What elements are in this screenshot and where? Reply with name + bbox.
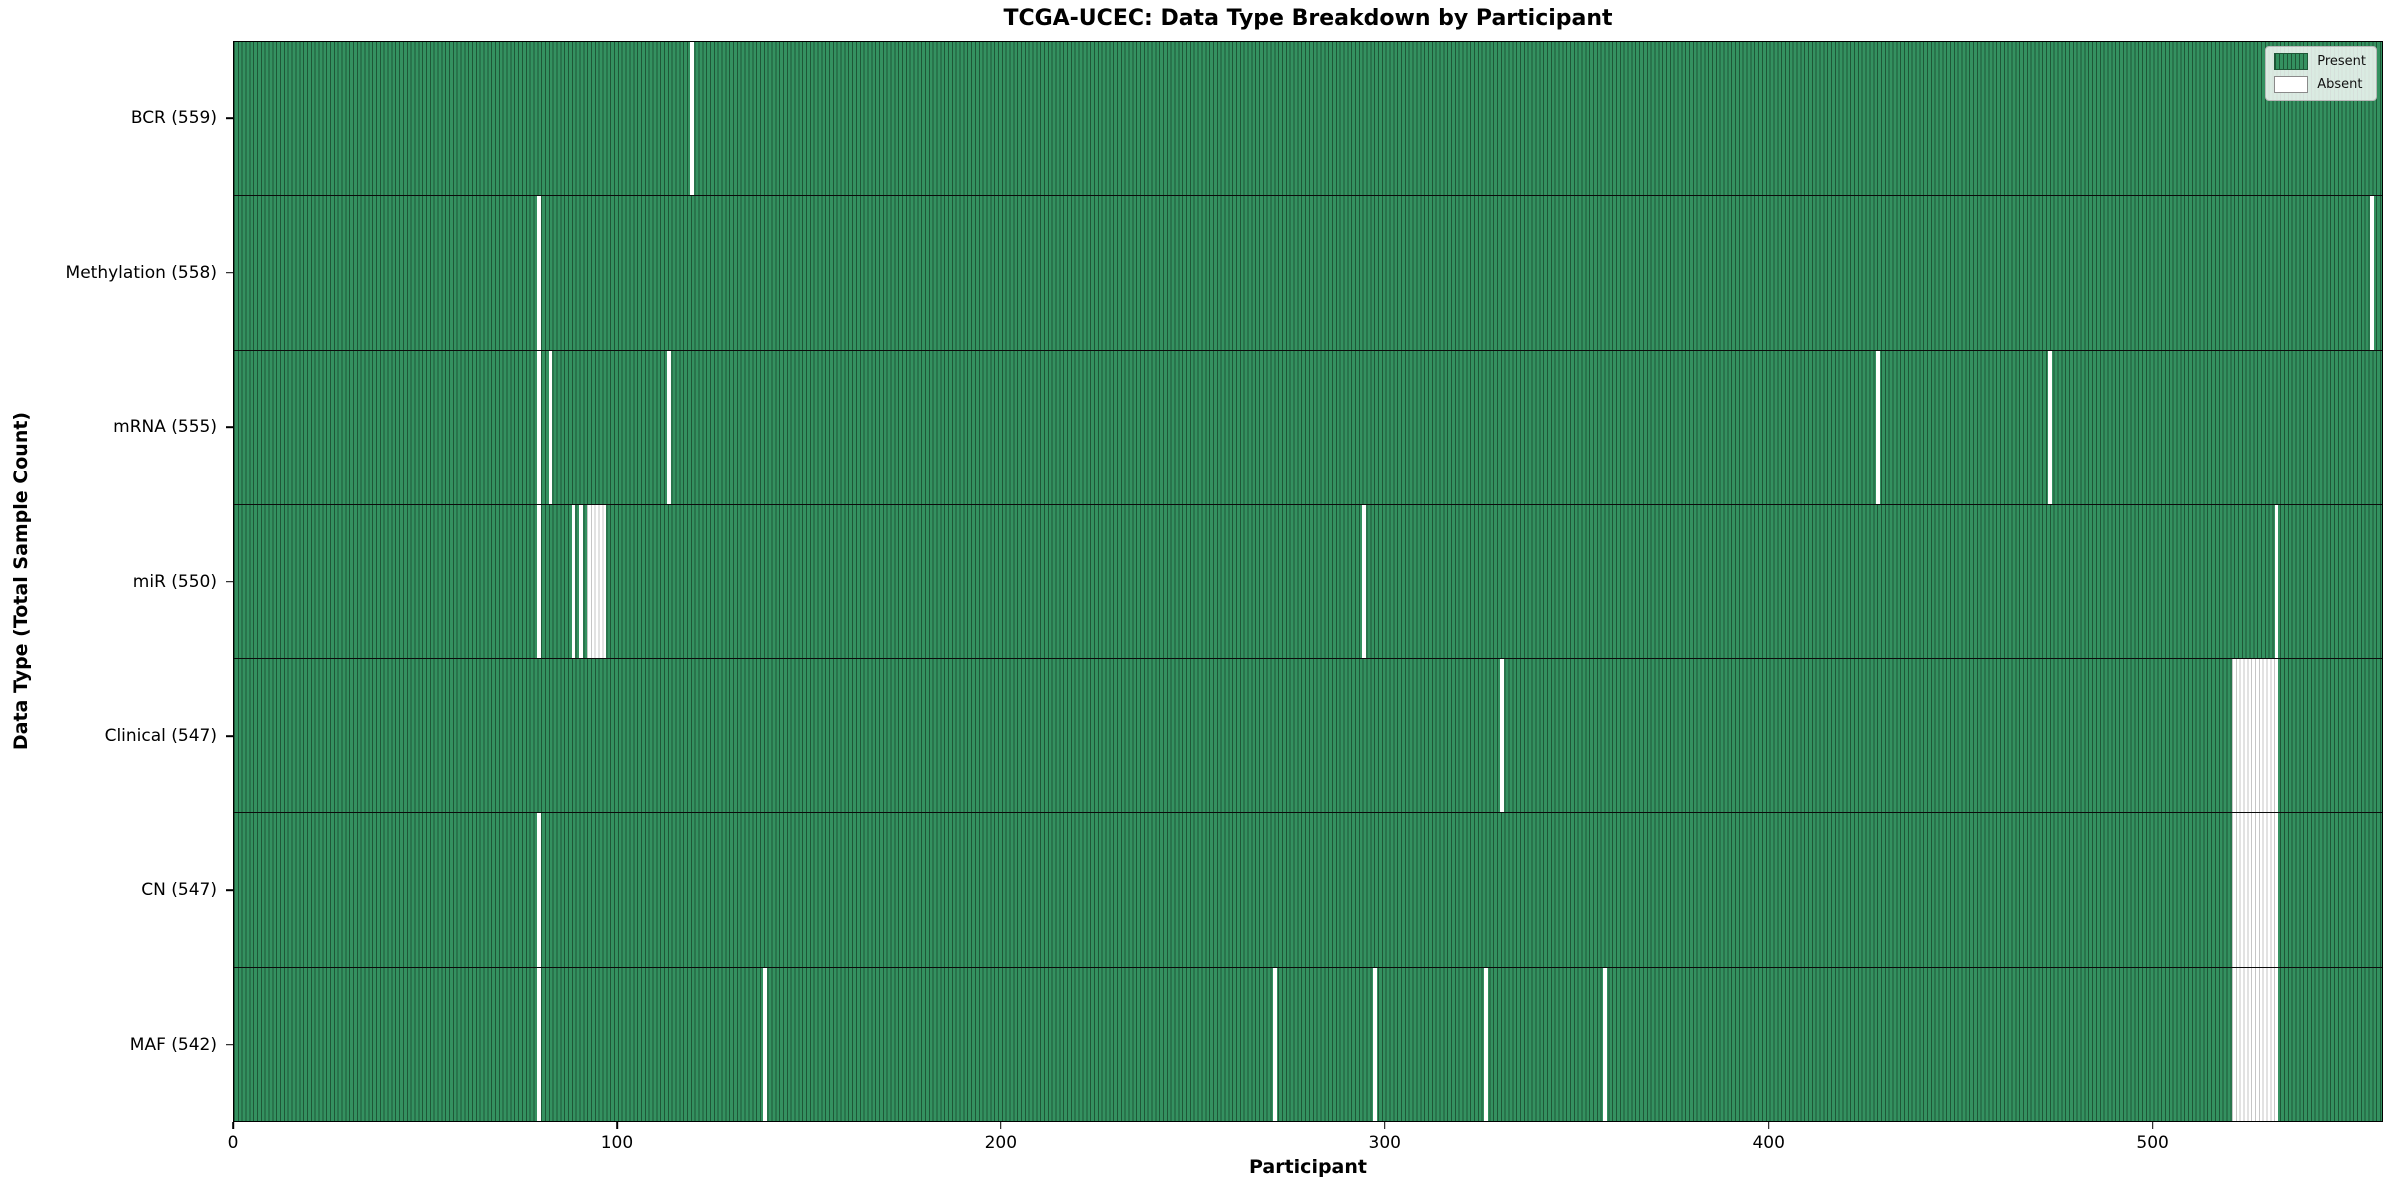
data-row-cn: [234, 813, 2382, 968]
x-tick-mark-300: [1383, 1122, 1386, 1129]
data-row-bcr: [234, 42, 2382, 197]
absent-gap-clinical-330: [1499, 659, 1504, 813]
y-tick-mark-cn: [226, 889, 233, 892]
x-tick-label-100: 100: [600, 1133, 634, 1153]
x-tick-label-400: 400: [1752, 1133, 1785, 1153]
absent-gap-mir-79: [537, 504, 541, 659]
y-tick-mark-maf: [226, 1043, 233, 1046]
x-tick-label-300: 300: [1368, 1133, 1402, 1153]
y-tick-label-mir: miR (550): [132, 571, 217, 592]
absent-gap-mrna-113: [667, 350, 672, 504]
presence-matrix: [234, 42, 2382, 1121]
legend: Present Absent: [2265, 46, 2377, 101]
legend-entry-present: Present: [2274, 53, 2366, 70]
data-row-mir: [234, 504, 2382, 660]
x-axis: 0 100 200 300 400 500: [228, 1122, 2383, 1164]
legend-entry-absent: Absent: [2274, 76, 2366, 93]
present-swatch-icon: [2274, 53, 2309, 70]
plot-area: Present Absent: [233, 41, 2383, 1122]
absent-gap-methylation-79: [537, 196, 541, 350]
chart-title: TCGA-UCEC: Data Type Breakdown by Partic…: [1003, 6, 1613, 31]
x-tick-mark-100: [616, 1122, 618, 1129]
x-tick-label-200: 200: [984, 1133, 1018, 1153]
x-axis-label: Participant: [1248, 1156, 1367, 1178]
legend-label-present: Present: [2317, 54, 2366, 69]
absent-gap-maf-79: [537, 967, 541, 1121]
y-tick-mark-bcr: [226, 117, 233, 119]
absent-gap-mir-294: [1361, 504, 1366, 659]
absent-gap-mrna-473: [2048, 350, 2053, 504]
absent-gap-mrna-79: [537, 350, 541, 504]
x-tick-mark-400: [1767, 1122, 1770, 1129]
absent-gap-mir-532: [2274, 504, 2279, 659]
absent-gap-bcr-119: [690, 42, 695, 196]
absent-gap-clinical-521: [2232, 659, 2279, 813]
y-tick-mark-clinical: [226, 735, 233, 737]
legend-label-absent: Absent: [2317, 77, 2363, 92]
absent-swatch-icon: [2274, 76, 2309, 93]
y-tick-mark-mrna: [226, 426, 233, 428]
absent-gap-mir-88: [571, 504, 576, 659]
y-tick-label-cn: CN (547): [141, 880, 217, 901]
data-row-clinical: [234, 659, 2382, 814]
y-tick-label-bcr: BCR (559): [130, 108, 217, 129]
absent-gap-maf-271: [1273, 967, 1278, 1121]
y-tick-label-clinical: Clinical (547): [104, 725, 217, 746]
absent-gap-methylation-557: [2370, 196, 2375, 350]
x-tick-mark-500: [2151, 1122, 2154, 1129]
y-tick-mark-mir: [226, 580, 233, 583]
data-row-mrna: [234, 350, 2382, 505]
y-tick-mark-methylation: [226, 271, 233, 274]
absent-gap-mrna-82: [548, 350, 553, 504]
absent-gap-maf-326: [1484, 967, 1489, 1121]
x-tick-mark-0: [232, 1122, 234, 1129]
absent-gap-mir-92: [586, 504, 607, 659]
x-tick-label-0: 0: [227, 1133, 239, 1153]
x-tick-mark-200: [1000, 1122, 1002, 1129]
absent-gap-mir-90: [579, 504, 584, 659]
absent-gap-maf-138: [763, 967, 768, 1121]
absent-gap-maf-357: [1603, 967, 1608, 1121]
y-axis-tick-labels: BCR (559) Methylation (558) mRNA (555) miR …: [0, 41, 233, 1122]
y-tick-label-methylation: Methylation (558): [65, 262, 217, 283]
absent-gap-mrna-428: [1875, 350, 1880, 504]
absent-gap-maf-297: [1373, 967, 1378, 1121]
data-row-methylation: [234, 196, 2382, 351]
data-row-maf: [234, 967, 2382, 1121]
absent-gap-cn-79: [537, 813, 541, 967]
x-tick-label-500: 500: [2136, 1133, 2169, 1153]
y-tick-label-mrna: mRNA (555): [113, 417, 217, 438]
absent-gap-maf-521: [2232, 967, 2279, 1121]
absent-gap-cn-521: [2232, 813, 2279, 967]
y-tick-label-maf: MAF (542): [129, 1034, 217, 1055]
